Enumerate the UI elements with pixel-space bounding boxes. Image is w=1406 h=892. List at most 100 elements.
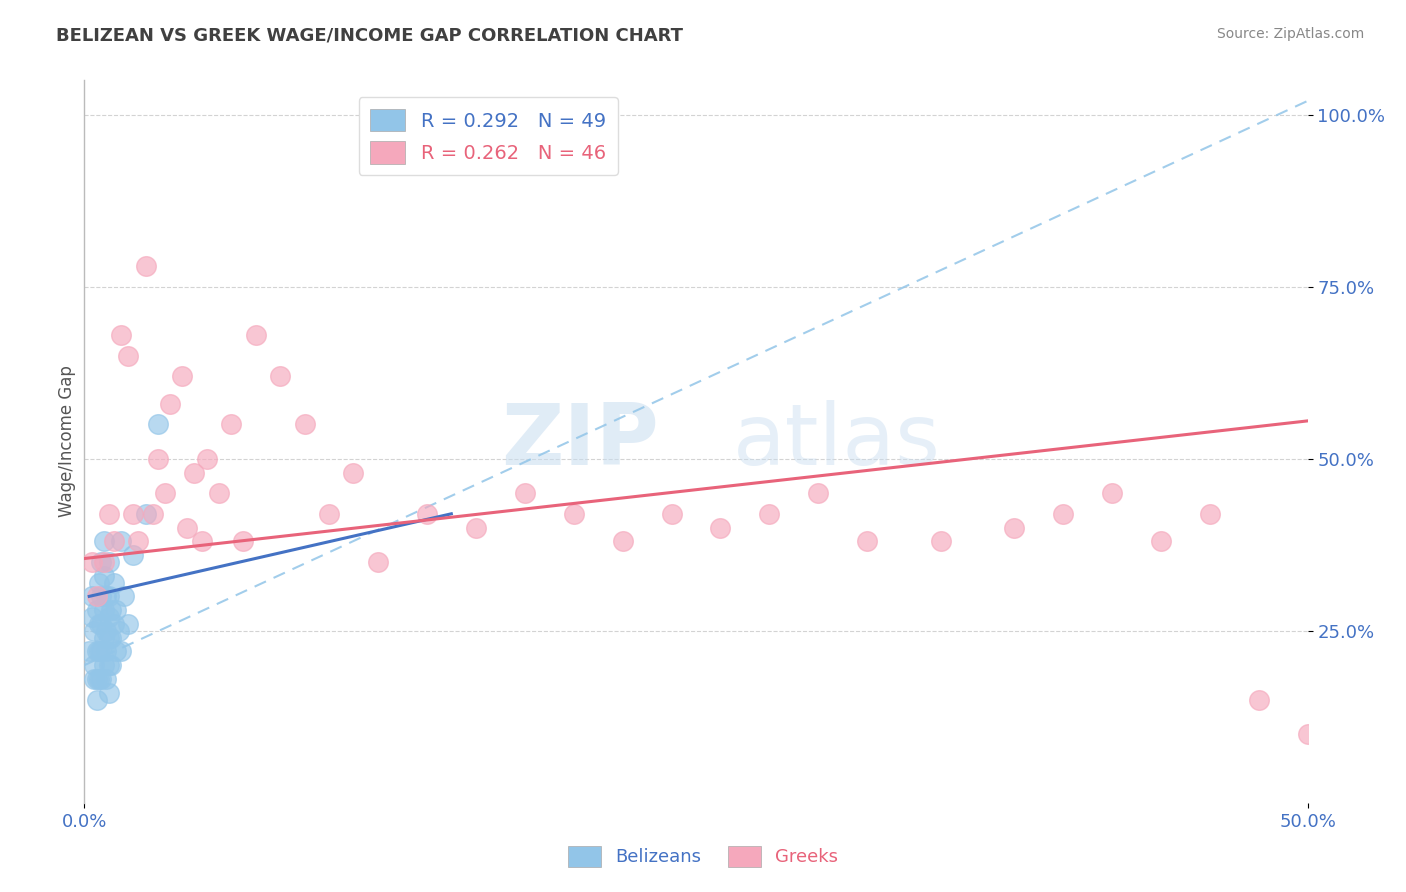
Point	[83, 672, 105, 686]
Point	[208, 486, 231, 500]
Point	[97, 590, 120, 604]
Legend: Belizeans, Greeks: Belizeans, Greeks	[561, 838, 845, 874]
Point	[90, 672, 112, 686]
Legend: R = 0.292   N = 49, R = 0.262   N = 46: R = 0.292 N = 49, R = 0.262 N = 46	[359, 97, 617, 175]
Point	[929, 534, 952, 549]
Point	[612, 534, 634, 549]
Point	[100, 631, 122, 645]
Point	[219, 417, 242, 432]
Point	[103, 616, 125, 631]
Point	[127, 534, 149, 549]
Point	[464, 520, 486, 534]
Point	[87, 644, 110, 658]
Point	[93, 631, 115, 645]
Point	[100, 658, 122, 673]
Point	[107, 624, 129, 638]
Point	[96, 624, 118, 638]
Point	[142, 507, 165, 521]
Point	[153, 486, 176, 500]
Point	[1150, 534, 1173, 549]
Point	[856, 534, 879, 549]
Point	[80, 590, 103, 604]
Point	[97, 686, 120, 700]
Point	[93, 603, 115, 617]
Point	[709, 520, 731, 534]
Point	[97, 631, 120, 645]
Point	[97, 658, 120, 673]
Text: atlas: atlas	[733, 400, 941, 483]
Point	[90, 644, 112, 658]
Point	[96, 672, 118, 686]
Point	[176, 520, 198, 534]
Point	[245, 327, 267, 342]
Point	[87, 616, 110, 631]
Point	[195, 451, 218, 466]
Point	[1052, 507, 1074, 521]
Point	[1247, 692, 1270, 706]
Point	[97, 555, 120, 569]
Point	[77, 644, 100, 658]
Point	[661, 507, 683, 521]
Point	[86, 590, 108, 604]
Point	[416, 507, 439, 521]
Point	[103, 534, 125, 549]
Point	[135, 259, 157, 273]
Point	[105, 603, 128, 617]
Point	[513, 486, 536, 500]
Point	[159, 397, 181, 411]
Point	[1198, 507, 1220, 521]
Point	[80, 610, 103, 624]
Point	[90, 555, 112, 569]
Point	[96, 590, 118, 604]
Point	[100, 603, 122, 617]
Point	[110, 534, 132, 549]
Point	[117, 349, 139, 363]
Point	[93, 555, 115, 569]
Point	[86, 644, 108, 658]
Text: BELIZEAN VS GREEK WAGE/INCOME GAP CORRELATION CHART: BELIZEAN VS GREEK WAGE/INCOME GAP CORREL…	[56, 27, 683, 45]
Point	[1002, 520, 1025, 534]
Point	[172, 369, 194, 384]
Point	[90, 616, 112, 631]
Point	[146, 451, 169, 466]
Point	[122, 548, 145, 562]
Point	[83, 624, 105, 638]
Point	[269, 369, 291, 384]
Point	[80, 555, 103, 569]
Point	[807, 486, 830, 500]
Y-axis label: Wage/Income Gap: Wage/Income Gap	[58, 366, 76, 517]
Point	[93, 534, 115, 549]
Point	[135, 507, 157, 521]
Point	[87, 575, 110, 590]
Point	[86, 672, 108, 686]
Point	[97, 610, 120, 624]
Point	[342, 466, 364, 480]
Point	[87, 672, 110, 686]
Point	[367, 555, 389, 569]
Point	[122, 507, 145, 521]
Point	[110, 644, 132, 658]
Point	[294, 417, 316, 432]
Point	[183, 466, 205, 480]
Point	[83, 658, 105, 673]
Point	[86, 692, 108, 706]
Point	[105, 644, 128, 658]
Point	[1296, 727, 1319, 741]
Text: ZIP: ZIP	[502, 400, 659, 483]
Point	[146, 417, 169, 432]
Point	[86, 603, 108, 617]
Point	[90, 590, 112, 604]
Point	[97, 507, 120, 521]
Point	[112, 590, 135, 604]
Point	[103, 575, 125, 590]
Text: Source: ZipAtlas.com: Source: ZipAtlas.com	[1216, 27, 1364, 41]
Point	[562, 507, 585, 521]
Point	[191, 534, 214, 549]
Point	[318, 507, 340, 521]
Point	[758, 507, 780, 521]
Point	[117, 616, 139, 631]
Point	[93, 568, 115, 582]
Point	[93, 658, 115, 673]
Point	[96, 644, 118, 658]
Point	[1101, 486, 1123, 500]
